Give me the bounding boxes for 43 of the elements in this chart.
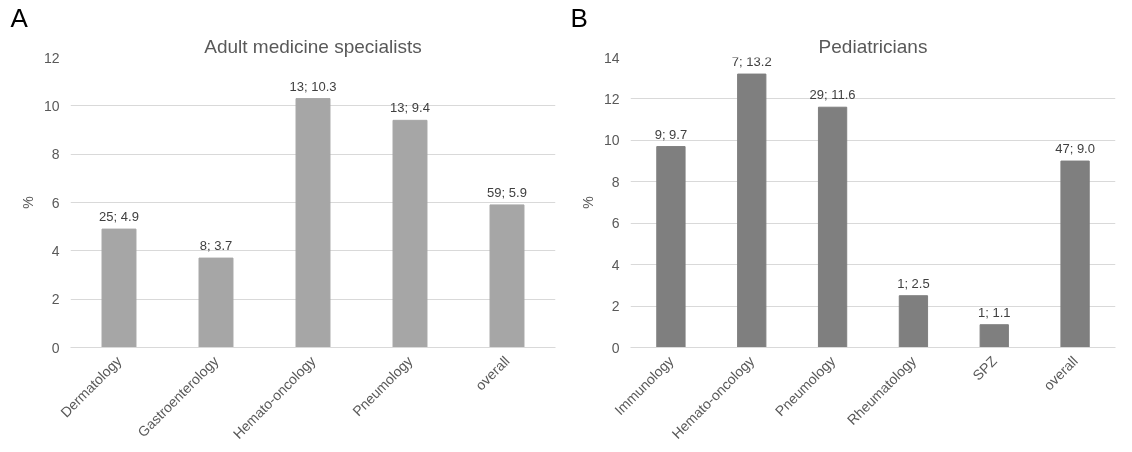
bar	[979, 324, 1009, 348]
y-tick-label: 6	[51, 194, 60, 211]
y-tick-label: 0	[611, 339, 620, 356]
y-tick-label: 2	[51, 291, 60, 308]
y-tick-label: 4	[51, 242, 60, 259]
data-label: 29; 11.6	[809, 87, 856, 103]
bar	[898, 295, 929, 348]
y-tick-label: 8	[611, 173, 620, 190]
bar	[1060, 160, 1090, 348]
y-tick-label: 0	[51, 339, 60, 356]
data-label: 25; 4.9	[99, 209, 139, 225]
bar	[656, 146, 686, 348]
y-tick-label: 12	[43, 49, 60, 66]
data-label: 1; 1.1	[977, 304, 1011, 320]
bar	[817, 106, 848, 348]
y-tick-label: 8	[51, 146, 60, 163]
y-axis-title: %	[579, 196, 596, 209]
data-label: 47; 9.0	[1055, 141, 1095, 157]
data-label: 13; 9.4	[390, 100, 430, 116]
data-label: 9; 9.7	[654, 126, 688, 142]
y-tick-label: 10	[603, 132, 620, 149]
text: B	[570, 2, 588, 33]
chart-title: Pediatricians	[818, 35, 928, 57]
chart-title: Adult medicine specialists	[204, 35, 422, 57]
y-tick-label: 12	[603, 90, 620, 107]
y-tick-label: 14	[603, 49, 620, 66]
bar	[737, 73, 767, 348]
bar	[295, 98, 331, 348]
y-tick-label: 6	[611, 215, 620, 232]
data-label: 13; 10.3	[289, 78, 337, 94]
data-label: 7; 13.2	[731, 54, 772, 70]
text: A	[10, 2, 29, 33]
y-tick-label: 2	[611, 298, 620, 315]
y-tick-label: 10	[43, 97, 60, 114]
bar	[392, 119, 428, 348]
data-label: 59; 5.9	[487, 184, 527, 200]
y-axis-title: %	[19, 196, 36, 209]
bar	[489, 204, 525, 348]
bar	[198, 257, 234, 348]
data-label: 1; 2.5	[897, 275, 930, 291]
y-tick-label: 4	[611, 256, 620, 273]
bar	[101, 228, 137, 348]
data-label: 8; 3.7	[199, 238, 233, 254]
